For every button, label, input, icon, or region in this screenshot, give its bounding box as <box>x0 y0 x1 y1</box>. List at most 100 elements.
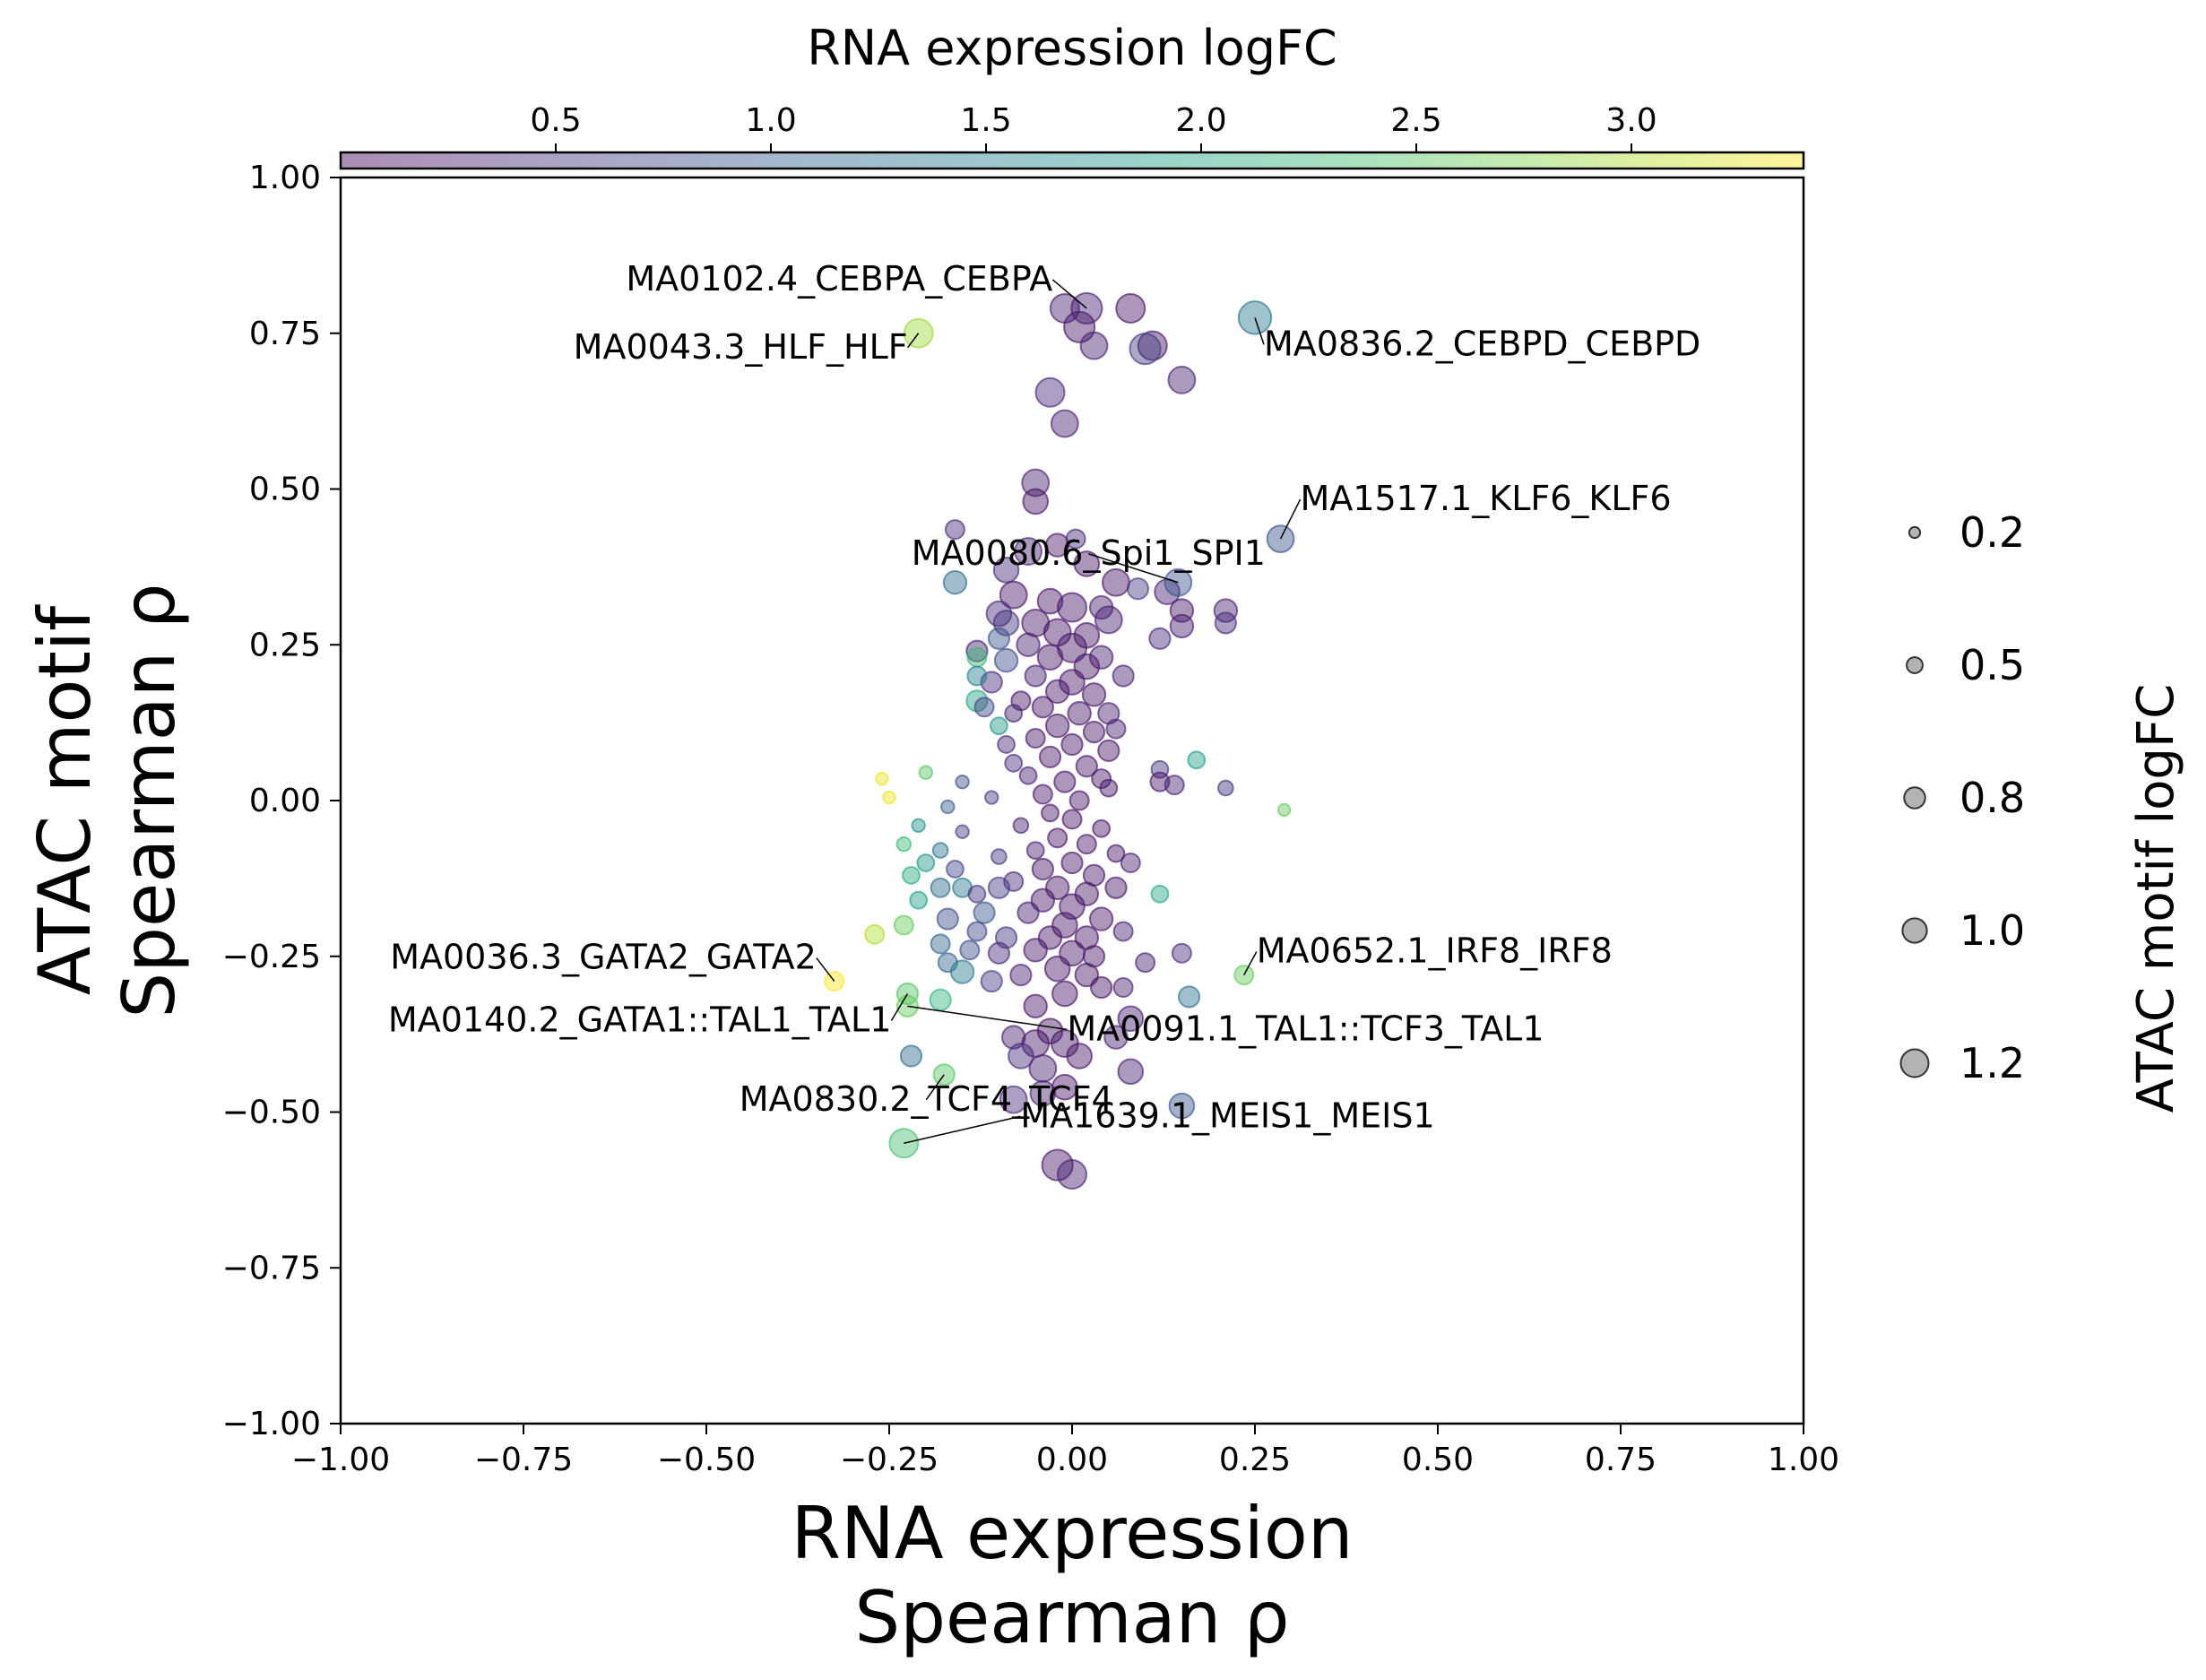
scatter-point <box>1217 779 1234 797</box>
scatter-point <box>1075 755 1098 778</box>
scatter-point <box>1102 567 1130 597</box>
x-axis-label-line2: Spearman ρ <box>854 1576 1289 1659</box>
scatter-point <box>1099 778 1119 798</box>
point-annotation-label: MA0830.2_TCF4_TCF4 <box>740 1079 1113 1119</box>
scatter-point <box>955 824 970 839</box>
scatter-point <box>1016 632 1041 657</box>
scatter-point <box>1105 718 1127 740</box>
scatter-point <box>936 907 959 931</box>
scatter-point <box>973 901 996 924</box>
scatter-point <box>911 818 926 833</box>
point-annotation-label: MA0652.1_IRF8_IRF8 <box>1257 931 1613 971</box>
scatter-point <box>1014 537 1042 566</box>
annotation-leader-line <box>890 993 909 1021</box>
point-annotation-label: MA0080.6_Spi1_SPI1 <box>912 533 1266 573</box>
size-legend: 0.2 0.5 0.8 1.0 1.2 <box>1899 508 2025 1087</box>
scatter-point <box>1117 1058 1145 1086</box>
scatter-point <box>1088 645 1114 670</box>
scatter-point <box>966 921 988 942</box>
scatter-point <box>1023 993 1048 1019</box>
scatter-point <box>1061 809 1083 830</box>
size-legend-label: 0.5 <box>1959 641 2025 689</box>
y-tick-label: −0.75 <box>222 1250 321 1286</box>
scatter-point <box>999 1085 1028 1114</box>
x-tick-label: 0.25 <box>1219 1442 1291 1478</box>
scatter-point <box>1076 834 1097 855</box>
scatter-point <box>1106 844 1126 863</box>
colorbar-tick-label: 1.0 <box>745 102 796 139</box>
scatter-point <box>1051 980 1078 1008</box>
scatter-point <box>1057 1159 1087 1190</box>
scatter-point <box>864 923 886 945</box>
scatter-point <box>1023 938 1048 963</box>
point-annotation-label: MA0140.2_GATA1::TAL1_TAL1 <box>388 1000 891 1039</box>
point-annotation-label: MA0102.4_CEBPA_CEBPA <box>626 259 1052 299</box>
scatter-point <box>1021 468 1051 498</box>
point-annotation-label: MA0836.2_CEBPD_CEBPD <box>1264 324 1700 363</box>
scatter-point <box>1150 884 1170 904</box>
annotation-leader-line <box>816 957 835 983</box>
annotation-leader-line <box>1279 498 1302 540</box>
scatter-point <box>1073 550 1101 577</box>
scatter-point <box>991 848 1008 865</box>
scatter-point <box>984 790 999 805</box>
size-legend-label: 1.0 <box>1959 906 2025 955</box>
scatter-point <box>1059 669 1086 696</box>
colorbar: 0.5 1.0 1.5 2.0 2.5 3.0 <box>339 102 1805 170</box>
scatter-point <box>1060 732 1084 757</box>
scatter-point <box>1031 857 1054 881</box>
scatter-point <box>1051 1073 1078 1101</box>
scatter-point <box>1214 611 1237 635</box>
colorbar-tick-label: 1.5 <box>960 102 1011 139</box>
point-annotation-label: MA0091.1_TAL1::TCF3_TAL1 <box>1067 1009 1544 1048</box>
scatter-point <box>1043 955 1071 983</box>
x-axis: −1.00 −0.75 −0.50 −0.25 0.00 0.25 0.50 0.75 1.00 <box>291 1424 1839 1478</box>
scatter-point <box>1044 679 1070 705</box>
y-tick-label: 0.50 <box>249 472 321 508</box>
scatter-point <box>1060 851 1084 875</box>
scatter-point <box>955 774 970 790</box>
scatter-point <box>1036 644 1064 671</box>
scatter-point <box>1053 770 1077 793</box>
scatter-point <box>1057 592 1087 623</box>
scatter-point <box>930 877 951 898</box>
y-tick-label: 0.25 <box>249 627 321 663</box>
scatter-point <box>944 519 965 541</box>
scatter-point <box>1088 906 1114 931</box>
point-annotations: MA0102.4_CEBPA_CEBPA MA0836.2_CEBPD_CEBPD… <box>388 259 1700 1144</box>
x-tick-label: 0.75 <box>1585 1442 1657 1478</box>
scatter-point <box>1025 728 1046 749</box>
scatter-point <box>1169 613 1195 639</box>
scatter-point <box>1068 790 1090 811</box>
size-legend-marker <box>1901 917 1928 944</box>
scatter-points <box>824 291 1295 1190</box>
scatter-point <box>1028 1053 1058 1083</box>
scatter-point <box>1103 1025 1129 1050</box>
point-annotation-label: MA0036.3_GATA2_GATA2 <box>390 938 817 977</box>
scatter-point <box>997 735 1016 754</box>
scatter-point <box>1081 682 1107 707</box>
scatter-point <box>966 646 988 668</box>
colorbar-tick-label: 0.5 <box>530 102 581 139</box>
scatter-point <box>1009 964 1033 987</box>
scatter-point <box>1018 766 1038 785</box>
x-tick-label: −0.50 <box>657 1442 756 1478</box>
scatter-point <box>1082 720 1106 744</box>
scatter-point <box>1094 605 1123 635</box>
scatter-point <box>1004 704 1024 723</box>
scatter-point <box>1067 701 1092 726</box>
scatter-point <box>882 790 896 805</box>
scatter-point <box>1004 753 1024 773</box>
scatter-point <box>987 627 1011 650</box>
point-annotation-label: MA1517.1_KLF6_KLF6 <box>1301 479 1672 518</box>
scatter-point <box>940 799 956 815</box>
scatter-point <box>1032 784 1053 805</box>
scatter-point <box>980 969 1003 993</box>
scatter-point <box>992 557 1020 584</box>
scatter-point <box>1276 802 1292 818</box>
x-tick-label: 1.00 <box>1768 1442 1839 1478</box>
scatter-point <box>990 716 1008 735</box>
colorbar-title: RNA expression logFC <box>807 20 1337 76</box>
scatter-point <box>1016 901 1040 924</box>
annotation-leader-line <box>925 1074 945 1101</box>
